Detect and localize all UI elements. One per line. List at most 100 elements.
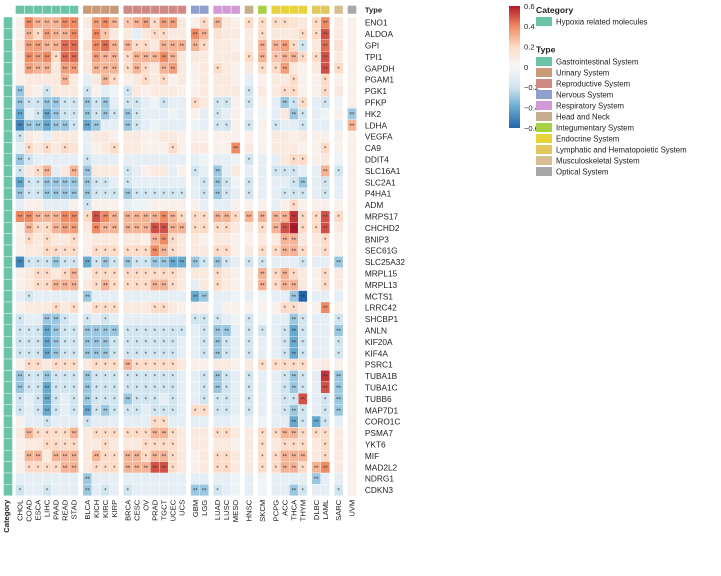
cancer-label: PAAD [52,499,61,520]
heatmap-cell [168,290,178,303]
heatmap-cell [199,427,209,439]
significance-star: ** [161,261,166,267]
gene-label: TUBA1C [365,382,398,392]
heatmap-cell [60,199,70,211]
significance-star: * [172,283,175,289]
significance-star: * [324,181,327,187]
heatmap-cell [159,472,169,485]
heatmap-cell [199,472,209,485]
heatmap-cell [271,472,281,485]
significance-star: ** [27,432,32,438]
heatmap-cell [177,119,187,132]
heatmap-cell [42,358,52,371]
significance-star: * [145,272,148,278]
heatmap-cell [244,267,254,280]
significance-star: ** [112,226,117,232]
significance-star: * [46,90,49,96]
significance-star: * [324,420,327,426]
heatmap-cell [123,28,133,40]
significance-star: * [37,340,40,346]
significance-star: * [154,375,157,381]
significance-star: ** [85,397,90,403]
significance-star: ** [179,261,184,267]
heatmap-cell [15,461,25,474]
significance-star: ** [134,226,139,232]
heatmap-cell [230,73,241,86]
significance-star: ** [215,375,220,381]
heatmap-cell [244,233,254,246]
significance-star: ** [72,21,77,27]
gene-label: MAD2L2 [365,462,398,472]
significance-star: * [172,329,175,335]
significance-star: ** [323,375,328,381]
heatmap-cell [271,438,281,451]
heatmap-cell [199,142,209,154]
heatmap-cell [221,16,232,29]
heatmap-cell [199,358,209,371]
heatmap-cell [289,119,299,132]
heatmap-cell [199,153,209,166]
legend-item-label: Musculoskeletal System [556,157,640,166]
heatmap-cell [141,165,151,177]
significance-star: * [154,409,157,415]
significance-star: * [302,466,305,472]
significance-star: * [127,181,130,187]
significance-star: * [163,329,166,335]
significance-star: * [28,101,31,107]
significance-star: ** [193,295,198,301]
significance-star: * [172,466,175,472]
significance-star: * [104,489,107,495]
heatmap-cell [60,130,70,143]
significance-star: ** [103,283,108,289]
significance-star: ** [291,249,296,255]
heatmap-cell [244,415,254,428]
significance-star: * [275,283,278,289]
heatmap-cell [15,301,25,314]
heatmap-cell [212,233,223,246]
significance-star: ** [143,215,148,221]
gene-label: SLC2A1 [365,177,396,187]
significance-star: * [337,215,340,221]
significance-star: ** [85,169,90,175]
significance-star: ** [291,112,296,118]
row-annotation-cell [3,176,13,189]
gene-label: PSMA7 [365,428,394,438]
significance-star: * [225,375,228,381]
significance-star: * [216,409,219,415]
significance-star: * [248,192,251,198]
significance-star: * [225,101,228,107]
heatmap-cell [15,472,25,485]
heatmap-cell [82,16,93,29]
column-annotation-cell [177,5,187,15]
significance-star: ** [94,21,99,27]
significance-star: * [28,158,31,164]
heatmap-cell [347,165,357,177]
heatmap-cell [199,279,209,291]
significance-star: * [104,192,107,198]
heatmap-cell [190,153,200,166]
heatmap-cell [311,244,321,257]
row-annotation-cell [3,267,13,280]
heatmap-cell [91,472,102,485]
significance-star: * [145,44,148,50]
significance-star: ** [215,192,220,198]
heatmap-cell [347,347,357,360]
significance-star: * [37,169,40,175]
significance-star: ** [152,55,157,61]
heatmap-cell [230,39,241,52]
heatmap-cell [230,404,241,417]
heatmap-cell [82,130,93,143]
significance-star: * [337,169,340,175]
significance-star: * [55,409,58,415]
heatmap-cell [221,267,232,280]
heatmap-cell [177,370,187,382]
cancer-label: LIHC [43,499,52,517]
heatmap-cell [257,404,268,417]
heatmap-cell [24,313,34,325]
heatmap-cell [82,461,93,474]
gene-label: ENO1 [365,18,388,28]
significance-star: * [136,101,139,107]
heatmap-cell [230,347,241,360]
heatmap-cell [333,187,344,200]
significance-star: ** [27,33,32,39]
